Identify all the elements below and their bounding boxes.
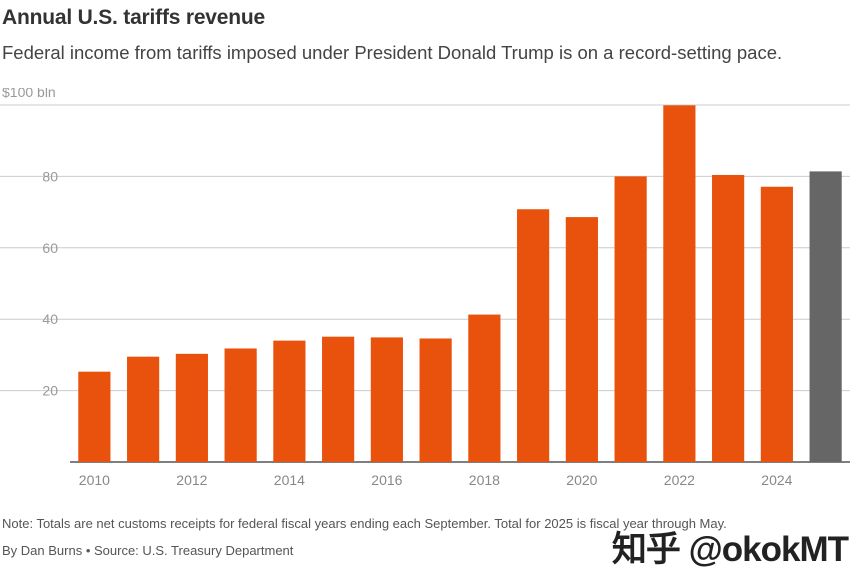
bar-2014 — [273, 340, 306, 462]
tariff-revenue-bar-chart: 20 40 60 80 $100 bln 2010 2012 2014 2016 2018 202… — [0, 88, 850, 488]
y-tick-label: 40 — [42, 311, 58, 327]
bar-2010 — [78, 371, 111, 462]
bar-2019 — [517, 209, 550, 462]
byline-source: By Dan Burns • Source: U.S. Treasury Dep… — [2, 543, 294, 558]
bar-2011 — [127, 356, 160, 462]
bar-2021 — [614, 176, 647, 462]
x-tick-label: 2010 — [79, 472, 110, 488]
bar-2017 — [419, 338, 452, 462]
x-tick-label: 2012 — [176, 472, 207, 488]
x-tick-label: 2022 — [664, 472, 695, 488]
bar-2023 — [712, 174, 745, 463]
x-axis-ticks: 2010 2012 2014 2016 2018 2020 2022 2024 — [79, 472, 793, 488]
y-tick-label: 80 — [42, 168, 58, 184]
bar-2012 — [175, 353, 208, 462]
bar-2018 — [468, 314, 501, 462]
bar-2022 — [663, 105, 696, 463]
chart-title: Annual U.S. tariffs revenue — [2, 6, 265, 29]
bar-2024 — [760, 186, 793, 462]
bar-2013 — [224, 348, 257, 462]
bar-2015 — [322, 336, 355, 462]
bars — [78, 105, 842, 463]
watermark: 知乎 @okokMT — [611, 530, 849, 569]
x-tick-label: 2018 — [469, 472, 500, 488]
y-tick-label: $100 bln — [2, 88, 56, 100]
y-tick-label: 60 — [42, 240, 58, 256]
x-tick-label: 2024 — [761, 472, 792, 488]
bar-2025 — [809, 171, 842, 462]
y-tick-label: 20 — [42, 383, 58, 399]
bar-2016 — [370, 337, 403, 462]
x-tick-label: 2020 — [566, 472, 597, 488]
chart-subtitle: Federal income from tariffs imposed unde… — [2, 42, 783, 63]
x-tick-label: 2016 — [371, 472, 402, 488]
bar-2020 — [565, 217, 598, 462]
x-tick-label: 2014 — [274, 472, 305, 488]
y-axis-ticks: 20 40 60 80 $100 bln — [2, 88, 58, 399]
chart-note: Note: Totals are net customs receipts fo… — [2, 516, 727, 531]
